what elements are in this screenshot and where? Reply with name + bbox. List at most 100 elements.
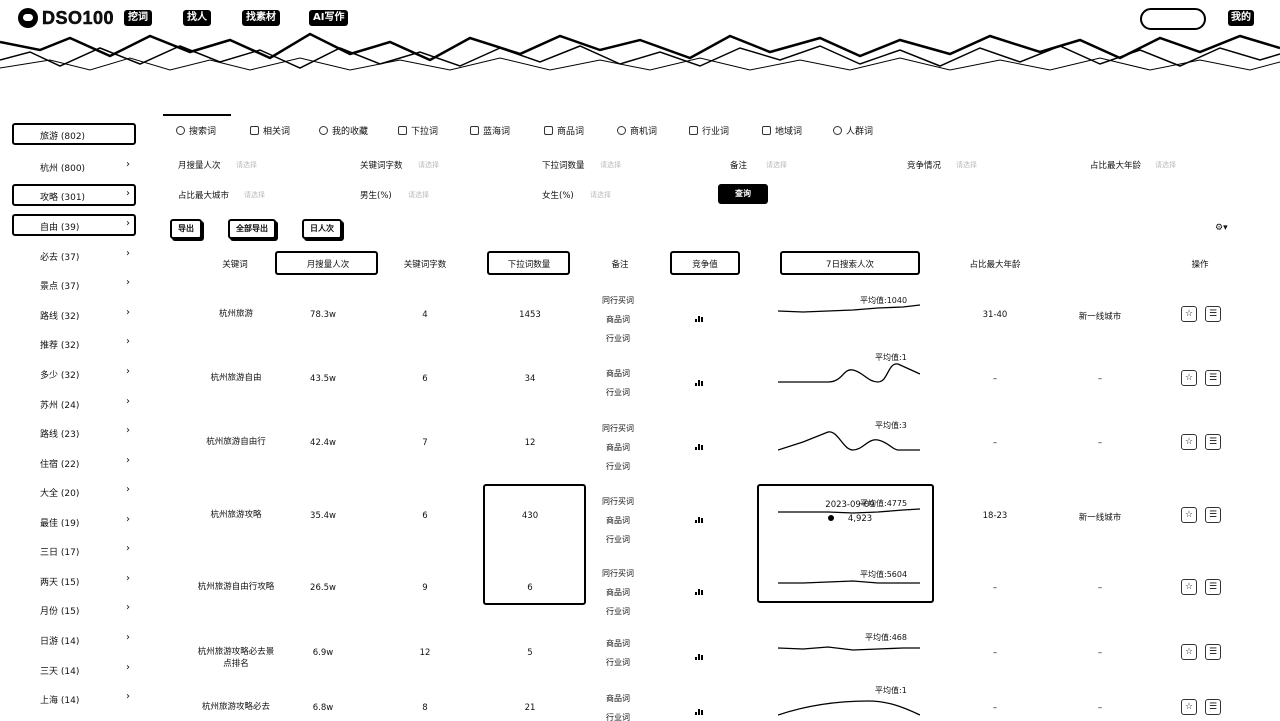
sidebar-item[interactable]: 三日 (17) › xyxy=(12,539,136,561)
column-header-chars[interactable]: 关键词字数 xyxy=(403,260,447,270)
keyword-cell[interactable]: 杭州旅游自由 xyxy=(210,373,262,383)
tab-search-words[interactable]: 搜索词 xyxy=(176,124,216,137)
favorite-star-icon[interactable]: ☆ xyxy=(1181,507,1197,523)
favorite-star-icon[interactable]: ☆ xyxy=(1181,644,1197,660)
filter-maxcity-select[interactable]: 请选择 xyxy=(244,191,265,199)
sidebar-item-label: 旅游 (802) xyxy=(40,132,86,142)
sidebar-item-label: 日游 (14) xyxy=(40,637,80,647)
sidebar-item[interactable]: 攻略 (301) › xyxy=(12,184,136,206)
keyword-cell[interactable]: 杭州旅游攻略 xyxy=(210,510,262,520)
details-list-icon[interactable]: ☰ xyxy=(1205,699,1221,715)
tab-favorites[interactable]: 我的收藏 xyxy=(319,124,368,137)
tab-blue-ocean-words[interactable]: 蓝海词 xyxy=(470,124,510,137)
export-button[interactable]: 导出 xyxy=(170,219,202,239)
sidebar-item[interactable]: 日游 (14) › xyxy=(12,628,136,650)
filter-dropdown-select[interactable]: 请选择 xyxy=(600,161,621,169)
tab-opportunity-words[interactable]: 商机词 xyxy=(617,124,657,137)
note-tag: 同行买词 xyxy=(602,497,634,506)
sidebar-item[interactable]: 必去 (37) › xyxy=(12,244,136,266)
trend-sparkline[interactable] xyxy=(778,693,920,721)
daily-views-button[interactable]: 日人次 xyxy=(302,219,342,239)
competition-bar xyxy=(695,657,697,660)
filter-competition-select[interactable]: 请选择 xyxy=(956,161,977,169)
sidebar-item[interactable]: 最佳 (19) › xyxy=(12,510,136,532)
sidebar-item[interactable]: 推荐 (32) › xyxy=(12,332,136,354)
favorite-star-icon[interactable]: ☆ xyxy=(1181,699,1197,715)
tab-related-words[interactable]: 相关词 xyxy=(250,124,290,137)
details-list-icon[interactable]: ☰ xyxy=(1205,306,1221,322)
sidebar-item[interactable]: 旅游 (802) xyxy=(12,123,136,145)
sidebar-item[interactable]: 路线 (32) › xyxy=(12,303,136,325)
sidebar-item-label: 自由 (39) xyxy=(40,223,80,233)
keyword-cell[interactable]: 杭州旅游自由行 xyxy=(206,437,266,447)
export-all-button[interactable]: 全部导出 xyxy=(228,219,276,239)
trend-sparkline[interactable] xyxy=(778,360,920,388)
sidebar-item[interactable]: 自由 (39) › xyxy=(12,214,136,236)
sidebar-item[interactable]: 月份 (15) › xyxy=(12,598,136,620)
nav-ai-writing[interactable]: AI写作 xyxy=(309,10,349,26)
sidebar-item[interactable]: 三天 (14) › xyxy=(12,658,136,680)
trend-sparkline[interactable] xyxy=(778,577,920,605)
filter-label-monthly: 月搜量人次 xyxy=(178,161,221,171)
keyword-cell[interactable]: 杭州旅游自由行攻略 xyxy=(197,582,275,592)
note-tag: 行业词 xyxy=(606,388,630,397)
keyword-cell[interactable]: 杭州旅游攻略必去景点排名 xyxy=(197,647,275,669)
details-list-icon[interactable]: ☰ xyxy=(1205,644,1221,660)
me-button[interactable]: 我的 xyxy=(1228,10,1254,26)
column-header-monthly[interactable]: 月搜量人次 xyxy=(306,260,350,270)
tab-dropdown-words[interactable]: 下拉词 xyxy=(398,124,438,137)
favorite-star-icon[interactable]: ☆ xyxy=(1181,306,1197,322)
sidebar-item[interactable]: 住宿 (22) › xyxy=(12,451,136,473)
sidebar-item[interactable]: 杭州 (800) › xyxy=(12,155,136,177)
trend-sparkline[interactable] xyxy=(778,428,920,456)
sidebar-item[interactable]: 苏州 (24) › xyxy=(12,392,136,414)
tab-region-words[interactable]: 地域词 xyxy=(762,124,802,137)
query-button[interactable]: 查询 xyxy=(718,184,768,204)
tab-product-words[interactable]: 商品词 xyxy=(544,124,584,137)
nav-zhaoren[interactable]: 找人 xyxy=(183,10,211,26)
sidebar-item[interactable]: 上海 (14) › xyxy=(12,687,136,709)
column-header-maxage[interactable]: 占比最大年龄 xyxy=(969,260,1021,270)
sidebar-item[interactable]: 两天 (15) › xyxy=(12,569,136,591)
sidebar-item[interactable]: 大全 (20) › xyxy=(12,480,136,502)
filter-maxage-select[interactable]: 请选择 xyxy=(1155,161,1176,169)
favorite-star-icon[interactable]: ☆ xyxy=(1181,370,1197,386)
note-tag: 商品词 xyxy=(606,369,630,378)
nav-wadci[interactable]: 挖词 xyxy=(124,10,152,26)
search-input[interactable] xyxy=(1140,8,1206,30)
filter-wordcount-select[interactable]: 请选择 xyxy=(418,161,439,169)
column-header-competition[interactable]: 竞争值 xyxy=(692,260,718,270)
filter-monthly-select[interactable]: 请选择 xyxy=(236,161,257,169)
nav-zhaosucai[interactable]: 找素材 xyxy=(242,10,280,26)
sidebar-item[interactable]: 路线 (23) › xyxy=(12,421,136,443)
details-list-icon[interactable]: ☰ xyxy=(1205,579,1221,595)
chevron-right-icon: › xyxy=(126,514,130,525)
sidebar-item[interactable]: 景点 (37) › xyxy=(12,273,136,295)
note-tag: 商品词 xyxy=(606,516,630,525)
competition-bars xyxy=(695,652,703,660)
filter-male-select[interactable]: 请选择 xyxy=(408,191,429,199)
tab-industry-words[interactable]: 行业词 xyxy=(689,124,729,137)
competition-bars xyxy=(695,442,703,450)
favorite-star-icon[interactable]: ☆ xyxy=(1181,434,1197,450)
tab-audience-words[interactable]: 人群词 xyxy=(833,124,873,137)
details-list-icon[interactable]: ☰ xyxy=(1205,507,1221,523)
logo[interactable]: DSO100 xyxy=(18,7,114,28)
column-header-dropdown[interactable]: 下拉词数量 xyxy=(507,260,551,270)
trend-sparkline[interactable] xyxy=(778,506,920,534)
details-list-icon[interactable]: ☰ xyxy=(1205,434,1221,450)
keyword-cell[interactable]: 杭州旅游攻略必去 xyxy=(201,702,270,712)
sidebar-item-label: 月份 (15) xyxy=(40,607,80,617)
keyword-cell[interactable]: 杭州旅游 xyxy=(218,309,253,319)
column-settings-icon[interactable]: ⚙▾ xyxy=(1215,223,1228,233)
details-list-icon[interactable]: ☰ xyxy=(1205,370,1221,386)
trend-sparkline[interactable] xyxy=(778,303,920,331)
sidebar-item[interactable]: 多少 (32) › xyxy=(12,362,136,384)
filter-note-select[interactable]: 请选择 xyxy=(766,161,787,169)
filter-female-select[interactable]: 请选择 xyxy=(590,191,611,199)
tab-label: 商品词 xyxy=(557,127,585,137)
trend-sparkline[interactable] xyxy=(778,640,920,668)
competition-bar xyxy=(698,517,700,523)
favorite-star-icon[interactable]: ☆ xyxy=(1181,579,1197,595)
chars-cell: 7 xyxy=(422,438,428,448)
